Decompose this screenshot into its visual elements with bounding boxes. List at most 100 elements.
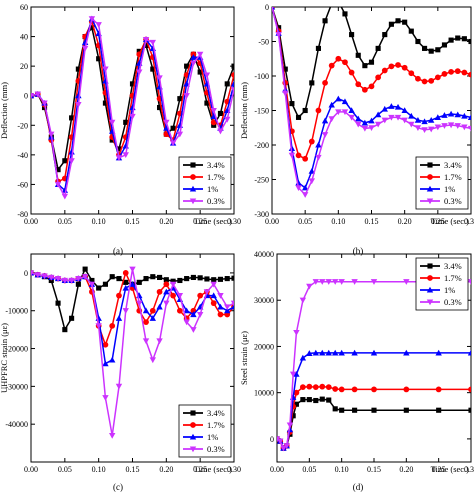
series-1% (272, 7, 471, 191)
data-point (276, 25, 282, 31)
x-axis-title: Time (sec.) (431, 216, 470, 226)
data-point (370, 349, 378, 356)
data-point (454, 68, 461, 75)
legend-marker (189, 198, 197, 205)
data-point (115, 155, 123, 162)
data-point (403, 386, 410, 393)
data-point (355, 52, 361, 58)
data-point (342, 11, 348, 17)
data-point (272, 7, 274, 11)
data-point (361, 119, 369, 126)
data-point (54, 181, 62, 188)
data-point (319, 349, 326, 356)
data-point (325, 384, 332, 390)
data-point (300, 397, 306, 403)
data-point (289, 101, 295, 107)
data-point (210, 281, 217, 288)
data-point (428, 48, 434, 54)
x-tick-label: 0.00 (24, 465, 38, 474)
legend-marker (189, 185, 197, 192)
x-tick-label: 0.30 (227, 217, 241, 226)
series-line (31, 267, 234, 332)
data-point (210, 107, 217, 114)
data-point (349, 32, 355, 38)
data-point (435, 349, 442, 356)
data-point (163, 281, 170, 288)
data-point (183, 307, 190, 314)
y-tick-label: 30000 (254, 296, 274, 305)
x-tick-label: 0.25 (193, 465, 207, 474)
data-point (302, 155, 309, 162)
series-0.3% (31, 16, 234, 200)
data-point (293, 330, 300, 336)
data-point (190, 311, 197, 318)
y-axis-title: Deflection (mm) (0, 82, 9, 139)
data-point (123, 279, 129, 285)
data-point (295, 152, 302, 159)
data-point (375, 74, 382, 81)
y-tick-label: -20000 (5, 345, 28, 354)
data-point (435, 47, 441, 53)
data-point (163, 119, 170, 126)
data-point (149, 357, 156, 364)
data-point (368, 83, 375, 90)
data-point (342, 59, 348, 66)
x-tick-label: 0.10 (335, 465, 349, 474)
y-tick-label: -40 (17, 151, 28, 160)
data-point (467, 125, 471, 132)
data-point (55, 300, 61, 306)
data-point (143, 319, 149, 325)
y-tick-label: 20000 (254, 342, 274, 351)
data-point (414, 125, 422, 131)
data-point (368, 117, 375, 124)
data-point (436, 407, 442, 413)
data-point (288, 152, 296, 159)
data-point (295, 114, 302, 120)
data-point (315, 141, 322, 148)
data-point (306, 283, 313, 290)
legend-label: 0.3% (207, 196, 225, 206)
x-tick-label: 0.15 (126, 465, 140, 474)
data-point (55, 167, 61, 173)
data-point (381, 105, 388, 112)
data-point (163, 288, 170, 295)
data-point (230, 300, 234, 307)
x-tick-label: 0.20 (159, 465, 173, 474)
data-point (293, 370, 300, 377)
data-point (96, 56, 102, 62)
data-point (69, 115, 75, 121)
y-axis-title: Deflection (mm) (239, 82, 249, 139)
data-point (190, 60, 197, 67)
data-point (109, 356, 116, 363)
data-point (421, 118, 428, 125)
data-point (319, 396, 325, 402)
series-1.7% (272, 7, 471, 162)
data-point (41, 100, 48, 107)
data-point (190, 327, 197, 333)
panel-label: (c) (113, 482, 123, 492)
data-point (374, 121, 382, 128)
data-point (295, 179, 302, 186)
legend: 3.4% 1.7% 1% 0.3% (415, 156, 469, 210)
data-point (136, 69, 143, 76)
data-point (293, 401, 299, 407)
data-point (217, 128, 224, 135)
legend-label: 3.4% (207, 408, 225, 418)
data-point (102, 395, 109, 401)
data-point (136, 300, 143, 307)
x-tick-label: 0.15 (126, 217, 140, 226)
data-point (109, 137, 115, 143)
data-point (368, 59, 375, 65)
data-point (142, 307, 150, 314)
y-tick-label: 0 (24, 269, 28, 278)
data-point (421, 127, 428, 134)
x-tick-label: 0.20 (159, 217, 173, 226)
data-point (341, 109, 349, 116)
legend: 3.4% 1.7% 1% 0.3% (178, 404, 232, 458)
data-point (176, 293, 184, 299)
data-point (170, 278, 176, 284)
data-point (109, 322, 116, 329)
x-tick-label: 0.10 (92, 465, 106, 474)
data-point (275, 32, 282, 38)
data-point (421, 78, 428, 85)
